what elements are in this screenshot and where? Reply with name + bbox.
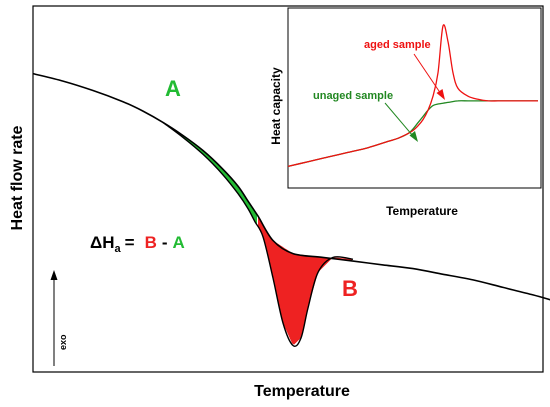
- inset-annotation-unaged: unaged sample: [313, 90, 393, 102]
- region-a-label: A: [165, 76, 181, 101]
- inset-x-axis-label: Temperature: [386, 204, 458, 218]
- inset-arrow-aged-head: [436, 89, 445, 100]
- inset-arrow-unaged: [384, 102, 414, 137]
- inset-y-axis-label: Heat capacity: [269, 67, 283, 145]
- aged-curve: [162, 121, 354, 347]
- eq-minus: -: [162, 233, 168, 252]
- enthalpy-equation: ΔHa = B - A: [90, 233, 185, 255]
- baseline-curve: [32, 72, 550, 301]
- inset-annotation-aged: aged sample: [364, 39, 431, 51]
- main-y-axis-label: Heat flow rate: [9, 125, 26, 230]
- region-b-label: B: [342, 276, 358, 301]
- eq-term-b: B: [145, 233, 157, 252]
- inset-arrow-aged: [413, 53, 442, 95]
- inset-frame: [287, 7, 542, 189]
- eq-subscript: a: [115, 243, 122, 255]
- eq-term-a: A: [173, 233, 185, 252]
- main-x-axis-label: Temperature: [254, 383, 350, 400]
- eq-equals: =: [125, 233, 135, 252]
- inset-arrow-unaged-head: [409, 131, 418, 142]
- exo-label: exo: [58, 334, 68, 350]
- exo-arrow-head: [50, 270, 58, 280]
- eq-delta-h: ΔH: [90, 233, 115, 252]
